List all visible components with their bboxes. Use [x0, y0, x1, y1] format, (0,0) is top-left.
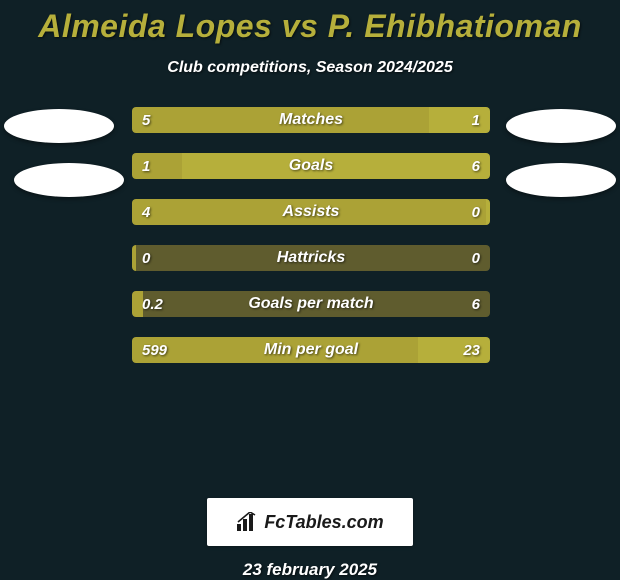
stat-bar-right	[143, 291, 490, 317]
player-right-avatar-2	[506, 163, 616, 197]
stat-row: Goals16	[132, 153, 490, 179]
stat-bars: Matches51 Goals16 Assists40 Hattricks00 Goal…	[132, 107, 490, 363]
stat-bar-left	[132, 153, 182, 179]
stat-row: Matches51	[132, 107, 490, 133]
stat-row: Assists40	[132, 199, 490, 225]
date-label: 23 february 2025	[243, 560, 377, 580]
comparison-infographic: Almeida Lopes vs P. Ehibhatioman Club co…	[0, 0, 620, 580]
brand-text: FcTables.com	[264, 512, 383, 533]
chart-icon	[236, 512, 258, 532]
content-area: Matches51Goals16Assists40Hattricks00Goal…	[0, 95, 620, 202]
page-subtitle: Club competitions, Season 2024/2025	[167, 59, 452, 77]
page-title: Almeida Lopes vs P. Ehibhatioman	[38, 8, 582, 45]
stat-row: Goals per match0.26	[132, 291, 490, 317]
stat-bar-left	[132, 291, 143, 317]
stat-bar-right	[486, 199, 490, 225]
stat-bar-right	[418, 337, 490, 363]
player-left-avatar-2	[14, 163, 124, 197]
stat-bar-right	[182, 153, 490, 179]
brand-badge: FcTables.com	[207, 498, 413, 546]
player-right-avatar	[506, 109, 616, 143]
stat-bar-left	[132, 199, 486, 225]
player-left-avatar	[4, 109, 114, 143]
stat-row: Hattricks00	[132, 245, 490, 271]
stat-bar-right	[136, 245, 490, 271]
stat-row: Min per goal59923	[132, 337, 490, 363]
stat-bar-left	[132, 107, 429, 133]
stat-bar-left	[132, 337, 418, 363]
stat-bar-right	[429, 107, 490, 133]
